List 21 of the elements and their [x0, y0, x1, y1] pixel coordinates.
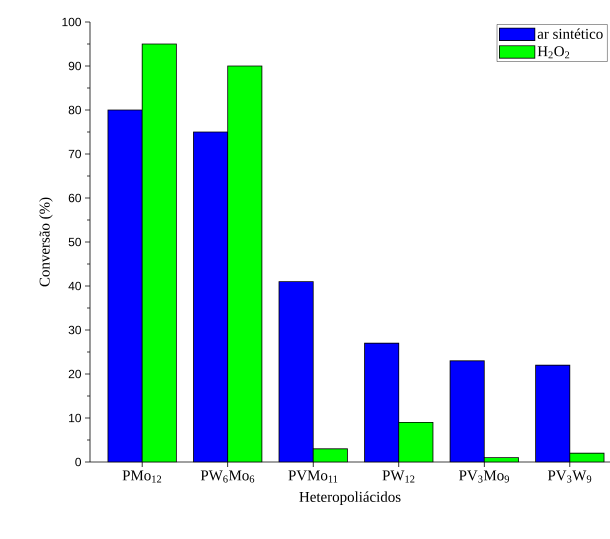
y-tick-label: 30: [68, 326, 82, 334]
y-tick-label: 50: [68, 238, 82, 246]
x-axis-title: Heteropoliácidos: [299, 491, 401, 505]
x-tick-label: PVMo$_{11}$: [288, 470, 338, 482]
legend-label: ar sintético: [538, 28, 603, 39]
y-axis-title: Conversão (%): [39, 198, 53, 286]
x-tick-label: PV$_{3}$Mo$_{9}$: [459, 470, 510, 483]
y-tick-label: 60: [68, 194, 82, 202]
x-tick-label: PW$_{12}$: [382, 470, 414, 482]
x-tick-label: PW$_{6}$Mo$_{6}$: [200, 470, 254, 483]
y-tick-label: 90: [68, 62, 82, 70]
x-tick-label: PV$_{3}$W$_{9}$: [548, 470, 592, 483]
y-tick-label: 70: [68, 150, 82, 158]
y-tick-label: 20: [68, 370, 82, 378]
legend-label: H$_{2}$O$_{2}$: [538, 46, 570, 58]
x-tick-label: PMo$_{12}$: [122, 470, 162, 482]
y-tick-label: 80: [68, 106, 82, 114]
y-tick-label: 10: [69, 414, 82, 422]
y-tick-label: 40: [68, 282, 82, 290]
y-tick-label: 0: [75, 458, 82, 466]
y-tick-label: 100: [62, 18, 82, 26]
